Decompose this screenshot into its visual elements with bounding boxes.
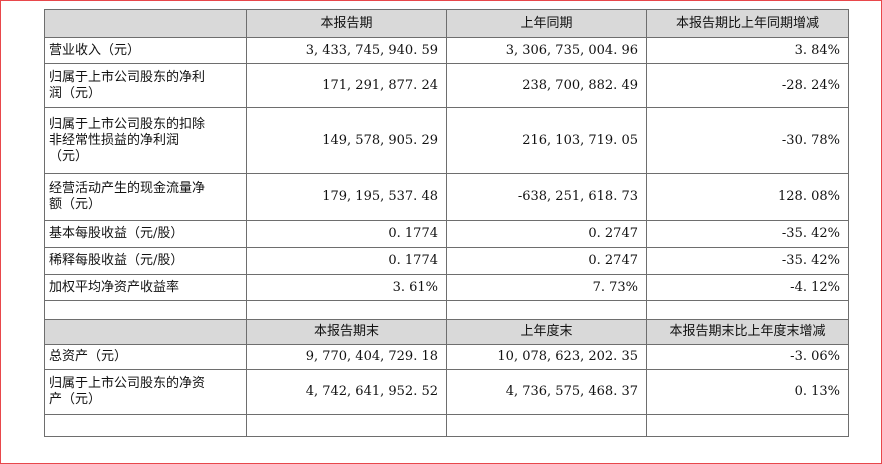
- change-value: -35. 42%: [646, 247, 849, 275]
- current-value: 3, 433, 745, 940. 59: [246, 37, 447, 64]
- row-label: 归属于上市公司股东的净资 产（元）: [44, 369, 247, 415]
- header-period-end: 本报告期末: [246, 319, 447, 345]
- current-value: 9, 770, 404, 729. 18: [246, 344, 447, 370]
- current-value: 149, 578, 905. 29: [246, 107, 447, 174]
- spacer-cell: [44, 414, 247, 437]
- table-row: 加权平均净资产收益率 3. 61% 7. 73% -4. 12%: [44, 274, 849, 301]
- spacer-row: [44, 300, 849, 320]
- row-label: 营业收入（元）: [44, 37, 247, 64]
- row-label: 加权平均净资产收益率: [44, 274, 247, 301]
- current-value: 179, 195, 537. 48: [246, 173, 447, 221]
- spacer-cell: [246, 414, 447, 437]
- row-label: 稀释每股收益（元/股）: [44, 247, 247, 275]
- change-value: -30. 78%: [646, 107, 849, 174]
- table-header-row: 本报告期末 上年度末 本报告期末比上年度末增减: [44, 319, 849, 345]
- current-value: 0. 1774: [246, 220, 447, 248]
- prior-value: 10, 078, 623, 202. 35: [446, 344, 647, 370]
- spacer-row: [44, 414, 849, 437]
- spacer-cell: [446, 300, 647, 320]
- header-prior-period: 上年同期: [446, 9, 647, 38]
- table-row: 归属于上市公司股东的净资 产（元） 4, 742, 641, 952. 52 4…: [44, 369, 849, 415]
- current-value: 3. 61%: [246, 274, 447, 301]
- table-row: 归属于上市公司股东的扣除 非经常性损益的净利润 （元） 149, 578, 90…: [44, 107, 849, 174]
- spacer-cell: [646, 300, 849, 320]
- table-row: 归属于上市公司股东的净利 润（元） 171, 291, 877. 24 238,…: [44, 63, 849, 108]
- financial-summary-table: 本报告期 上年同期 本报告期比上年同期增减 营业收入（元） 3, 433, 74…: [44, 9, 849, 437]
- current-value: 0. 1774: [246, 247, 447, 275]
- spacer-cell: [246, 300, 447, 320]
- change-value: -4. 12%: [646, 274, 849, 301]
- prior-value: 7. 73%: [446, 274, 647, 301]
- row-label: 归属于上市公司股东的扣除 非经常性损益的净利润 （元）: [44, 107, 247, 174]
- table-row: 总资产（元） 9, 770, 404, 729. 18 10, 078, 623…: [44, 344, 849, 370]
- header-change-vs-year-end: 本报告期末比上年度末增减: [646, 319, 849, 345]
- spacer-cell: [446, 414, 647, 437]
- spacer-cell: [44, 300, 247, 320]
- current-value: 4, 742, 641, 952. 52: [246, 369, 447, 415]
- row-label: 归属于上市公司股东的净利 润（元）: [44, 63, 247, 108]
- row-label: 基本每股收益（元/股）: [44, 220, 247, 248]
- header-prior-year-end: 上年度末: [446, 319, 647, 345]
- change-value: -35. 42%: [646, 220, 849, 248]
- table-row: 经营活动产生的现金流量净 额（元） 179, 195, 537. 48 -638…: [44, 173, 849, 221]
- prior-value: 4, 736, 575, 468. 37: [446, 369, 647, 415]
- header-change: 本报告期比上年同期增减: [646, 9, 849, 38]
- change-value: -3. 06%: [646, 344, 849, 370]
- change-value: 128. 08%: [646, 173, 849, 221]
- header-current-period: 本报告期: [246, 9, 447, 38]
- current-value: 171, 291, 877. 24: [246, 63, 447, 108]
- table-row: 营业收入（元） 3, 433, 745, 940. 59 3, 306, 735…: [44, 37, 849, 64]
- change-value: -28. 24%: [646, 63, 849, 108]
- change-value: 3. 84%: [646, 37, 849, 64]
- table-row: 基本每股收益（元/股） 0. 1774 0. 2747 -35. 42%: [44, 220, 849, 248]
- table-header-row: 本报告期 上年同期 本报告期比上年同期增减: [44, 9, 849, 38]
- prior-value: 3, 306, 735, 004. 96: [446, 37, 647, 64]
- change-value: 0. 13%: [646, 369, 849, 415]
- prior-value: 216, 103, 719. 05: [446, 107, 647, 174]
- prior-value: 0. 2747: [446, 220, 647, 248]
- header-blank-cell: [44, 319, 247, 345]
- table-row: 稀释每股收益（元/股） 0. 1774 0. 2747 -35. 42%: [44, 247, 849, 275]
- prior-value: 238, 700, 882. 49: [446, 63, 647, 108]
- header-blank-cell: [44, 9, 247, 38]
- prior-value: 0. 2747: [446, 247, 647, 275]
- row-label: 经营活动产生的现金流量净 额（元）: [44, 173, 247, 221]
- prior-value: -638, 251, 618. 73: [446, 173, 647, 221]
- spacer-cell: [646, 414, 849, 437]
- row-label: 总资产（元）: [44, 344, 247, 370]
